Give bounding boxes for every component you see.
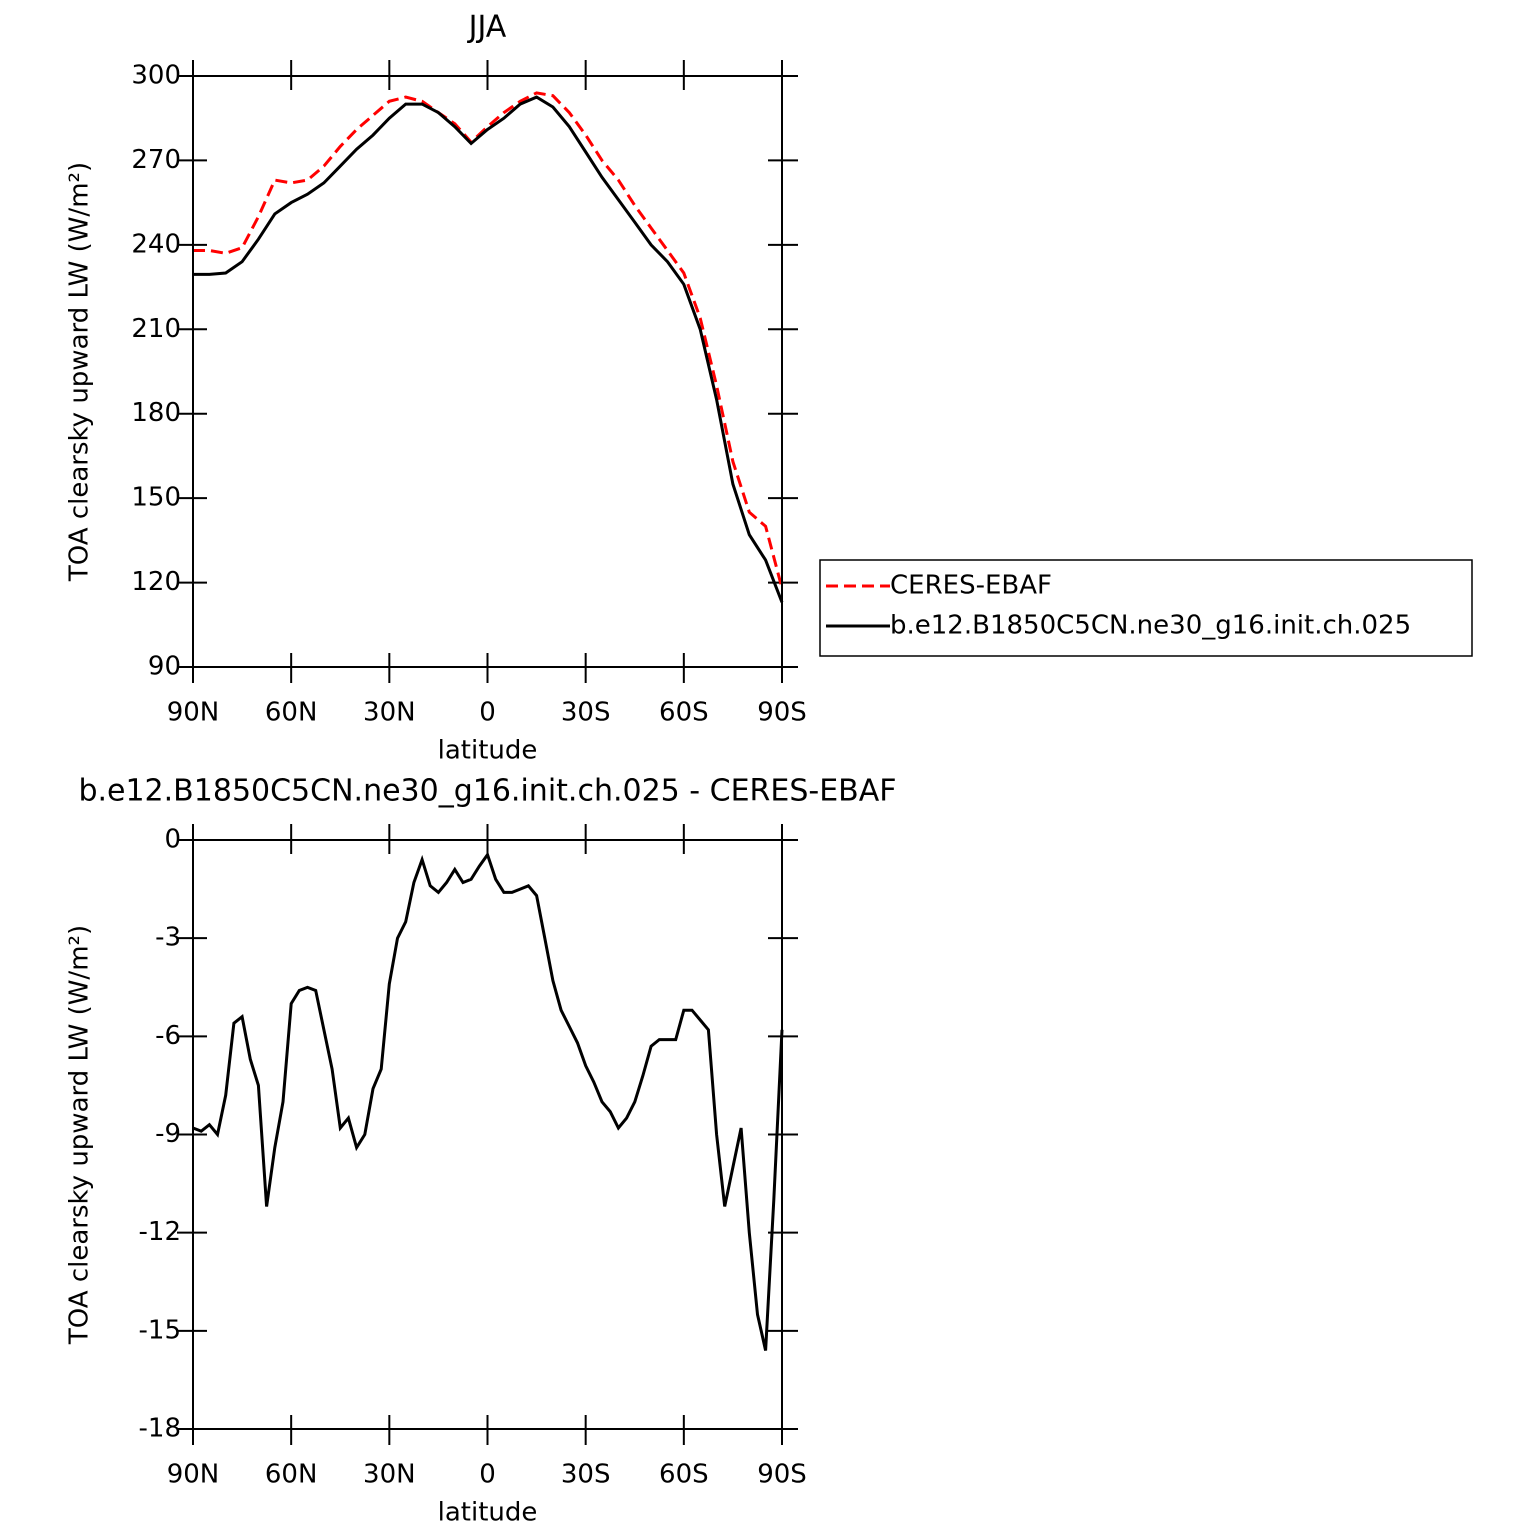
x-tick-label: 60N bbox=[265, 1460, 318, 1490]
plot-frame bbox=[192, 839, 783, 1430]
data-line bbox=[193, 95, 784, 603]
x-tick-label: 30S bbox=[561, 1460, 611, 1490]
x-tick-label: 90N bbox=[167, 1460, 220, 1490]
x-tick-label: 60S bbox=[659, 698, 709, 728]
y-tick-label: -18 bbox=[139, 1414, 181, 1444]
y-tick-label: 270 bbox=[131, 145, 181, 175]
x-tick-label: 90S bbox=[757, 1460, 807, 1490]
plot-frame bbox=[192, 75, 783, 668]
y-tick-label: 210 bbox=[131, 314, 181, 344]
x-tick-label: 90S bbox=[757, 698, 807, 728]
chart-title: b.e12.B1850C5CN.ne30_g16.init.ch.025 - C… bbox=[78, 774, 896, 809]
x-tick-label: 30N bbox=[363, 698, 416, 728]
data-line bbox=[193, 91, 784, 589]
y-tick-label: 90 bbox=[148, 652, 181, 682]
legend-label: CERES-EBAF bbox=[890, 571, 1052, 601]
x-tick-label: 0 bbox=[479, 698, 496, 728]
data-line bbox=[192, 851, 784, 1351]
y-tick-label: 240 bbox=[131, 229, 181, 259]
chart-title: JJA bbox=[467, 10, 507, 45]
x-tick-label: 90N bbox=[167, 698, 220, 728]
y-tick-label: 150 bbox=[131, 483, 181, 513]
y-tick-label: 120 bbox=[131, 567, 181, 597]
y-tick-label: 180 bbox=[131, 398, 181, 428]
x-tick-label: 0 bbox=[479, 1460, 496, 1490]
x-tick-label: 60N bbox=[265, 698, 318, 728]
y-tick-label: -9 bbox=[155, 1119, 181, 1149]
y-tick-label: -6 bbox=[155, 1021, 181, 1051]
y-axis-label: TOA clearsky upward LW (W/m²) bbox=[65, 925, 95, 1345]
y-tick-label: -3 bbox=[155, 923, 181, 953]
x-tick-label: 60S bbox=[659, 1460, 709, 1490]
legend-label: b.e12.B1850C5CN.ne30_g16.init.ch.025 bbox=[890, 611, 1411, 641]
x-tick-label: 30S bbox=[561, 698, 611, 728]
x-axis-label: latitude bbox=[438, 1498, 538, 1528]
x-tick-label: 30N bbox=[363, 1460, 416, 1490]
y-tick-label: 300 bbox=[131, 61, 181, 91]
y-tick-label: -12 bbox=[139, 1217, 181, 1247]
x-axis-label: latitude bbox=[438, 736, 538, 766]
legend-box bbox=[819, 559, 1473, 657]
y-axis-label: TOA clearsky upward LW (W/m²) bbox=[65, 162, 95, 582]
y-tick-label: -15 bbox=[139, 1315, 181, 1345]
y-tick-label: 0 bbox=[164, 825, 181, 855]
